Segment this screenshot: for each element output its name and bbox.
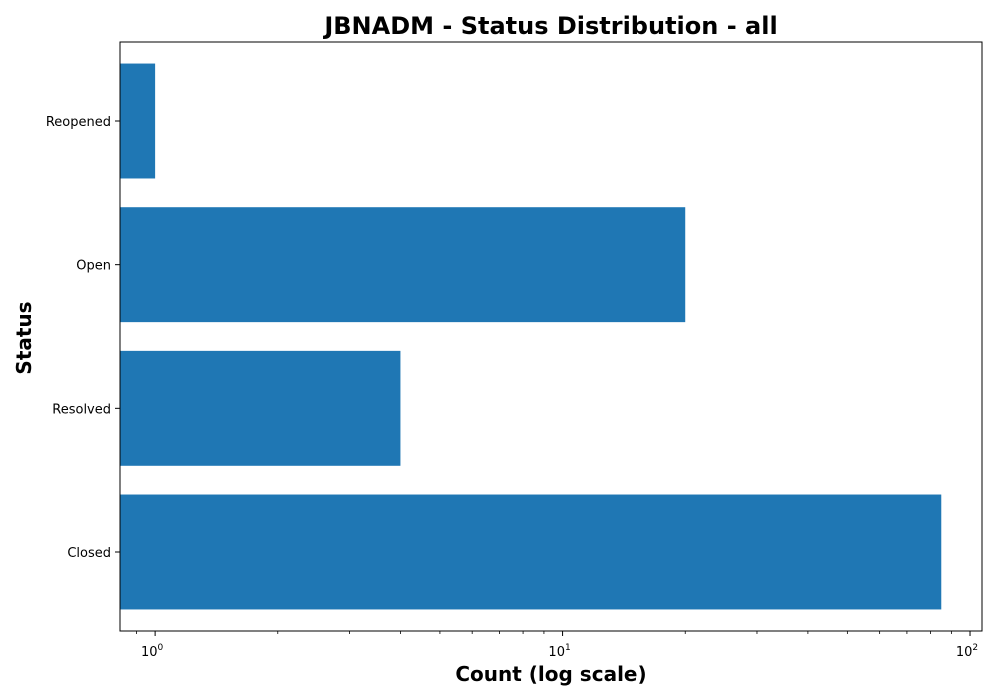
bar-open [120, 207, 686, 323]
y-tick-label-reopened: Reopened [46, 115, 111, 130]
y-tick-label-closed: Closed [67, 546, 111, 561]
x-tick-label: 102 [956, 643, 978, 660]
x-axis-label: Count (log scale) [455, 662, 646, 686]
x-tick-label: 101 [548, 643, 570, 660]
x-tick-label: 100 [141, 643, 164, 660]
y-tick-label-open: Open [76, 259, 111, 274]
bar-closed [120, 494, 942, 610]
y-tick-label-resolved: Resolved [52, 402, 111, 417]
plot-frame [119, 41, 983, 632]
bar-resolved [120, 350, 401, 466]
y-axis-label: Status [12, 301, 36, 374]
chart-title: JBNADM - Status Distribution - all [322, 12, 777, 40]
bars-layer [120, 63, 942, 610]
bar-reopened [120, 63, 156, 179]
